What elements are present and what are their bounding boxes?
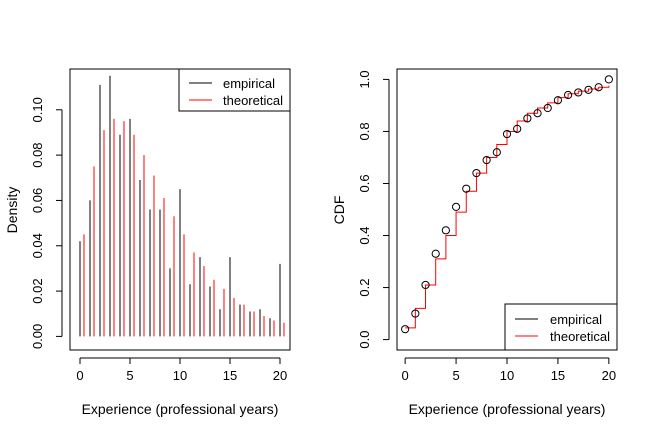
cdf-empirical-point xyxy=(472,168,481,178)
cdf-empirical-point xyxy=(431,249,440,258)
density-x-tick-label: 20 xyxy=(273,368,287,383)
density-y-tick-label: 0.02 xyxy=(30,278,45,303)
density-y-axis-title: Density xyxy=(4,187,20,234)
cdf-empirical-point xyxy=(594,83,603,92)
cdf-y-tick-label: 0.0 xyxy=(357,331,372,349)
cdf-y-tick-label: 1.0 xyxy=(357,70,372,88)
cdf-empirical-point xyxy=(584,85,593,94)
cdf-y-tick-label: 0.6 xyxy=(357,174,372,192)
density-x-tick-label: 0 xyxy=(76,368,83,383)
cdf-empirical-point xyxy=(533,109,542,118)
cdf-x-axis: 0 5 10 15 20 xyxy=(402,357,616,383)
density-legend-box xyxy=(178,68,291,112)
cdf-x-axis-title: Experience (professional years) xyxy=(409,401,606,417)
density-x-tick-label: 10 xyxy=(173,368,187,383)
density-x-axis-title: Experience (professional years) xyxy=(82,401,279,417)
cdf-legend-box xyxy=(504,303,618,351)
density-x-tick-label: 5 xyxy=(126,368,133,383)
cdf-empirical-point xyxy=(502,129,512,139)
cdf-empirical-points xyxy=(401,75,613,334)
cdf-empirical-point xyxy=(513,124,522,133)
cdf-legend-theoretical-label: theoretical xyxy=(550,329,610,344)
cdf-x-tick-label: 20 xyxy=(602,368,616,383)
density-panel: 0 5 10 15 20 0.00 0.02 0.04 0.06 0.08 0.10 Experi… xyxy=(4,68,291,417)
density-y-axis: 0.00 0.02 0.04 0.06 0.08 0.10 xyxy=(30,97,63,349)
cdf-x-tick-label: 15 xyxy=(551,368,565,383)
cdf-y-tick-label: 0.8 xyxy=(357,122,372,140)
cdf-x-tick-label: 10 xyxy=(500,368,514,383)
cdf-empirical-point xyxy=(421,280,430,290)
cdf-theoretical-step-line xyxy=(405,85,610,329)
cdf-empirical-point xyxy=(543,103,552,113)
cdf-panel: 0 5 10 15 20 0.0 0.2 0.4 0.6 0.8 1.0 Experience (… xyxy=(331,68,618,417)
density-legend-empirical-label: empirical xyxy=(223,76,275,91)
density-legend: empirical theoretical xyxy=(178,68,291,112)
cdf-x-tick-label: 5 xyxy=(452,368,459,383)
cdf-y-axis: 0.0 0.2 0.4 0.6 0.8 1.0 xyxy=(357,70,390,349)
cdf-empirical-point xyxy=(553,96,563,105)
cdf-empirical-point xyxy=(401,325,410,334)
cdf-empirical-point xyxy=(523,114,532,123)
cdf-empirical-point xyxy=(411,309,420,318)
cdf-legend: empirical theoretical xyxy=(504,303,618,351)
density-x-tick-label: 15 xyxy=(223,368,237,383)
cdf-empirical-point xyxy=(441,226,450,235)
cdf-legend-empirical-label: empirical xyxy=(550,312,602,327)
density-y-tick-label: 0.08 xyxy=(30,142,45,167)
density-legend-theoretical-label: theoretical xyxy=(223,93,283,108)
density-x-axis: 0 5 10 15 20 xyxy=(76,357,287,383)
cdf-empirical-point xyxy=(482,155,491,165)
cdf-empirical-point xyxy=(492,148,501,157)
cdf-empirical-point xyxy=(574,88,583,97)
density-bars xyxy=(79,75,285,337)
density-y-tick-label: 0.04 xyxy=(30,233,45,258)
cdf-empirical-point xyxy=(564,90,573,100)
cdf-x-tick-label: 0 xyxy=(402,368,409,383)
density-y-tick-label: 0.10 xyxy=(30,97,45,122)
density-y-tick-label: 0.00 xyxy=(30,324,45,349)
cdf-empirical-point xyxy=(451,202,461,211)
cdf-y-axis-title: CDF xyxy=(331,196,347,225)
density-y-tick-label: 0.06 xyxy=(30,188,45,213)
cdf-y-tick-label: 0.2 xyxy=(357,279,372,297)
cdf-empirical-point xyxy=(462,184,471,193)
cdf-y-tick-label: 0.4 xyxy=(357,226,372,244)
cdf-empirical-point xyxy=(604,75,613,84)
